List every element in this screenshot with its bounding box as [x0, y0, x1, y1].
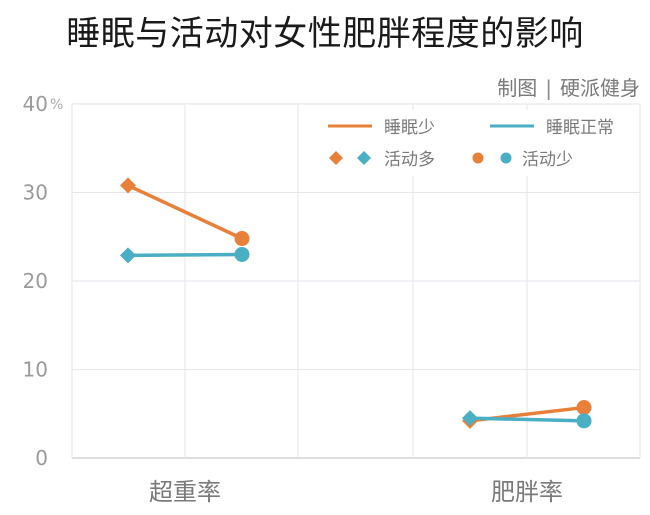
series-line — [126, 183, 244, 241]
y-tick-label: 30 — [23, 181, 48, 205]
series-line — [468, 416, 586, 423]
data-point-diamond — [120, 177, 136, 194]
y-tick-label: 20 — [23, 269, 48, 293]
series-line — [126, 252, 244, 258]
legend-label: 睡眠少 — [384, 118, 435, 138]
credit-separator: | — [545, 76, 552, 100]
chart-credit: 制图 | 硬派健身 — [497, 72, 640, 101]
data-point-diamond — [120, 247, 136, 264]
credit-label: 制图 — [497, 76, 538, 100]
y-tick-label: 40 — [23, 92, 48, 116]
x-category-label: 超重率 — [149, 478, 221, 506]
legend-box — [318, 110, 636, 176]
legend-label: 活动少 — [522, 150, 573, 170]
legend-label: 睡眠正常 — [546, 118, 614, 138]
data-point-circle — [234, 231, 250, 247]
chart-title: 睡眠与活动对女性肥胖程度的影响 — [66, 14, 584, 54]
credit-source: 硬派健身 — [560, 76, 640, 100]
legend-marker-circle — [500, 152, 512, 164]
legend-marker-diamond — [357, 151, 371, 165]
data-point-circle — [576, 400, 592, 416]
legend-marker-diamond — [329, 151, 343, 165]
x-category-label: 肥胖率 — [491, 478, 563, 506]
y-unit-label: % — [50, 97, 63, 113]
y-tick-label: 10 — [23, 358, 48, 382]
legend-marker-circle — [472, 152, 484, 164]
legend-label: 活动多 — [384, 150, 435, 170]
y-tick-label: 0 — [35, 446, 48, 470]
data-point-circle — [234, 246, 250, 262]
data-point-diamond — [462, 410, 478, 427]
data-point-circle — [576, 413, 592, 429]
